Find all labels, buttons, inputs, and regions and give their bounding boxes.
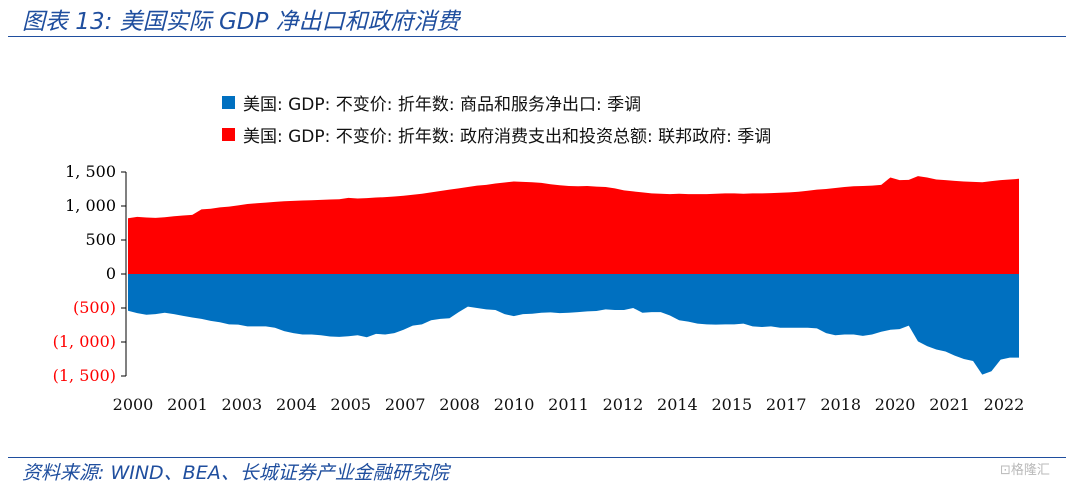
- legend-swatch-net-exports: [222, 95, 235, 109]
- x-tick-label: 2005: [330, 395, 371, 414]
- y-tick-label: 1, 500: [65, 162, 116, 181]
- y-tick-label: (1, 000): [53, 332, 116, 351]
- series-net-exports-area: [128, 274, 1019, 375]
- x-tick-label: 2003: [222, 395, 263, 414]
- y-tick-label: 1, 000: [65, 196, 116, 215]
- x-tick-label: 2015: [711, 395, 752, 414]
- x-tick-label: 2018: [820, 395, 861, 414]
- x-tick-label: 2022: [984, 395, 1025, 414]
- x-tick-label: 2004: [276, 395, 317, 414]
- x-tick-label: 2000: [113, 395, 154, 414]
- x-tick-label: 2001: [167, 395, 208, 414]
- legend-label-net-exports: 美国: GDP: 不变价: 折年数: 商品和服务净出口: 季调: [243, 94, 642, 115]
- legend-swatch-government: [222, 127, 235, 141]
- title-rule: [8, 36, 1066, 37]
- watermark-logo: ⊡格隆汇: [1000, 463, 1050, 478]
- x-tick-label: 2007: [385, 395, 426, 414]
- x-tick-label: 2020: [875, 395, 916, 414]
- legend-label-government: 美国: GDP: 不变价: 折年数: 政府消费支出和投资总额: 联邦政府: 季调: [243, 126, 772, 147]
- y-tick-label: (1, 500): [53, 366, 116, 385]
- figure-title: 图表 13: 美国实际 GDP 净出口和政府消费: [22, 9, 460, 35]
- series-government-area: [128, 176, 1019, 274]
- footer-rule: [8, 457, 1066, 458]
- x-tick-label: 2011: [548, 395, 589, 414]
- y-tick-label: (500): [73, 298, 116, 317]
- legend-item-net-exports: 美国: GDP: 不变价: 折年数: 商品和服务净出口: 季调: [222, 86, 771, 118]
- x-tick-label: 2014: [657, 395, 698, 414]
- x-tick-label: 2010: [494, 395, 535, 414]
- x-tick-label: 2012: [603, 395, 644, 414]
- chart-legend: 美国: GDP: 不变价: 折年数: 商品和服务净出口: 季调 美国: GDP:…: [222, 86, 771, 150]
- source-note: 资料来源: WIND、BEA、长城证券产业金融研究院: [22, 462, 449, 484]
- x-tick-label: 2017: [766, 395, 807, 414]
- x-tick-label: 2008: [439, 395, 480, 414]
- x-tick-label: 2021: [929, 395, 970, 414]
- y-tick-label: 500: [85, 230, 116, 249]
- y-tick-label: 0: [106, 264, 116, 283]
- legend-item-government: 美国: GDP: 不变价: 折年数: 政府消费支出和投资总额: 联邦政府: 季调: [222, 118, 771, 150]
